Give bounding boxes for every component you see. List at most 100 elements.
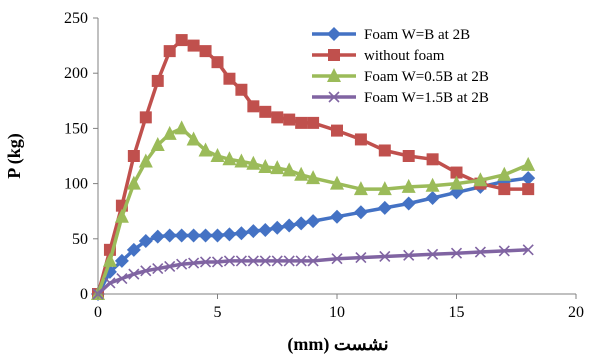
data-point xyxy=(294,216,309,231)
series-line xyxy=(96,248,529,296)
legend-marker xyxy=(328,91,340,103)
series-3 xyxy=(92,244,534,300)
legend-label: without foam xyxy=(364,48,445,64)
data-point xyxy=(116,272,128,285)
data-point xyxy=(425,177,440,192)
legend-label: Foam W=0.5B at 2B xyxy=(364,69,489,85)
data-point xyxy=(402,150,415,162)
data-point xyxy=(497,166,512,181)
data-point xyxy=(234,226,249,241)
data-point xyxy=(152,263,164,275)
data-point xyxy=(128,268,140,280)
data-point xyxy=(138,153,153,168)
data-point xyxy=(521,171,536,186)
data-point xyxy=(259,105,272,118)
legend-label: Foam W=1.5B at 2B xyxy=(364,90,489,106)
series-2 xyxy=(91,120,536,300)
x-tick-label: 0 xyxy=(94,304,102,321)
data-point xyxy=(187,39,200,52)
data-point xyxy=(331,253,343,265)
data-point xyxy=(246,155,261,170)
data-point xyxy=(377,181,392,196)
x-tick-label: 5 xyxy=(214,304,222,321)
data-point xyxy=(450,247,463,259)
y-tick-label: 200 xyxy=(64,65,88,82)
data-point xyxy=(174,120,189,135)
data-point xyxy=(474,246,486,258)
data-point xyxy=(114,253,129,268)
data-point xyxy=(521,156,536,171)
data-point xyxy=(222,227,237,242)
data-point xyxy=(247,100,260,113)
data-point xyxy=(355,252,367,264)
data-point xyxy=(427,248,439,260)
legend-marker xyxy=(327,68,341,82)
data-point xyxy=(151,74,164,87)
data-point xyxy=(258,159,273,174)
data-point xyxy=(188,257,200,269)
x-tick-label: 15 xyxy=(449,304,465,321)
data-point xyxy=(354,133,367,146)
data-point xyxy=(102,252,117,267)
series-1 xyxy=(92,34,535,300)
data-point xyxy=(186,131,201,146)
data-point xyxy=(294,166,309,181)
data-point xyxy=(258,222,273,237)
data-point xyxy=(246,224,261,239)
data-point xyxy=(270,160,285,175)
data-point xyxy=(164,260,176,272)
series-layer xyxy=(91,34,536,301)
data-point xyxy=(377,200,392,215)
data-point xyxy=(306,170,321,185)
y-tick-label: 150 xyxy=(64,120,88,137)
data-point xyxy=(176,258,188,270)
data-point xyxy=(401,196,416,211)
legend-item: Foam W=1.5B at 2B xyxy=(312,90,489,106)
data-point xyxy=(175,34,188,47)
legend-item: Foam W=B at 2B xyxy=(312,27,470,43)
series-0 xyxy=(91,171,536,301)
data-point xyxy=(307,255,319,267)
data-point xyxy=(235,255,247,267)
data-point xyxy=(234,153,249,168)
data-point xyxy=(449,175,464,190)
data-point xyxy=(247,255,259,267)
data-point xyxy=(282,218,297,233)
ticks: 0 50 100 150 200 250 0 5 10 15 20 xyxy=(64,10,584,321)
data-point xyxy=(162,228,177,243)
x-tick-label: 10 xyxy=(329,304,345,321)
data-point xyxy=(379,250,391,263)
data-point xyxy=(271,111,284,124)
legend: Foam W=B at 2B without foam Foam W=0.5B at… xyxy=(312,27,489,106)
data-point xyxy=(138,234,153,249)
data-point xyxy=(199,45,212,58)
data-point xyxy=(126,175,141,190)
data-point xyxy=(104,277,116,289)
data-point xyxy=(174,228,189,243)
data-point xyxy=(150,136,165,151)
y-tick-label: 50 xyxy=(72,231,88,248)
data-point xyxy=(498,183,511,196)
data-point xyxy=(403,249,415,261)
data-point xyxy=(140,265,152,277)
x-tick-label: 20 xyxy=(568,304,584,321)
data-point xyxy=(330,209,344,224)
data-point xyxy=(473,172,488,187)
data-point xyxy=(401,178,416,193)
y-tick-label: 100 xyxy=(64,176,88,193)
data-point xyxy=(498,245,510,257)
data-point xyxy=(163,45,176,58)
data-point xyxy=(162,125,177,140)
data-point xyxy=(211,56,224,69)
data-point xyxy=(235,83,248,96)
data-point xyxy=(450,166,463,179)
data-point xyxy=(307,116,320,129)
data-point xyxy=(199,256,212,268)
data-point xyxy=(198,142,213,157)
y-tick-label: 0 xyxy=(80,286,88,303)
y-axis-title: P (kg) xyxy=(4,133,25,179)
data-point xyxy=(283,255,295,267)
data-point xyxy=(210,148,225,162)
legend-item: without foam xyxy=(312,48,445,64)
